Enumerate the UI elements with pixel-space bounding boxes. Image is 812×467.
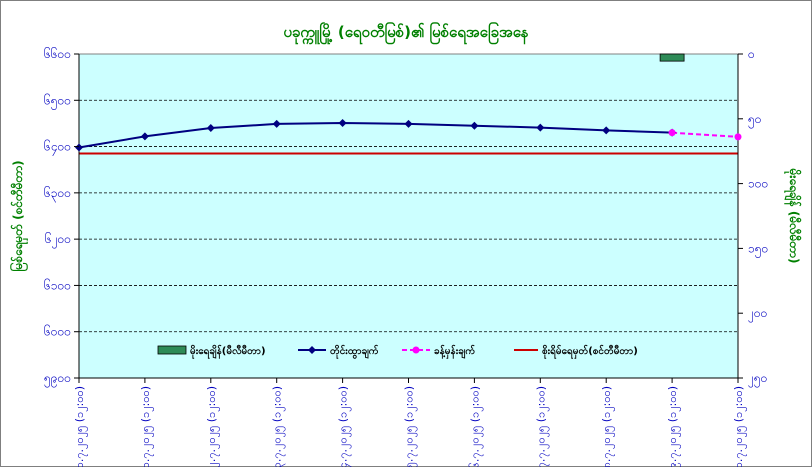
- legend-label: တိုင်းထွာချက်: [330, 344, 379, 360]
- rainfall-bar: [659, 53, 685, 62]
- category-tick-label: ၁၂.၇.၂၀၂၅ (၁၂:၀၀): [205, 386, 220, 467]
- legend-label: စိုးရိမ်ရေမှတ်(စင်တီမီတာ): [542, 344, 638, 360]
- observed-point: [272, 119, 281, 128]
- series-lines: [78, 54, 739, 379]
- category-tick-label: ၁၈.၇.၂၀၂၅ (၁၂:၀၀): [600, 386, 615, 467]
- left-tick-label: ၅၉၀၀: [44, 371, 71, 388]
- forecast-point: [734, 133, 742, 141]
- category-tick-label: ၁၅.၇.၂၀၂၅ (၁၂:၀၀): [403, 386, 418, 467]
- left-tick-label: ၆၆၀၀: [44, 46, 71, 61]
- observed-point: [338, 118, 347, 127]
- legend-marker-circle: [412, 346, 420, 354]
- observed-line: [78, 121, 673, 149]
- chart-title: ပခုက္ကူမြို့ (ရေဝတီမြစ်)၏ မြစ်ရေအခြေအနေ: [283, 21, 529, 45]
- observed-point: [602, 126, 611, 135]
- category-tick-label: ၁၁.၇.၂၀၂၅ (၁၂:၀၀): [139, 386, 154, 467]
- right-tick-label: ၁၅၀: [748, 241, 768, 258]
- category-tick-label: ၁၀.၇.၂၀၂၅ (၁၂:၀၀): [73, 386, 88, 467]
- legend-label: ခန့်မှန်းချက်: [434, 344, 475, 360]
- right-tick-label: ၀: [748, 47, 755, 61]
- left-axis-title: မြစ်ရေမှတ် (စင်တီမီတာ): [8, 160, 29, 271]
- chart-legend: မိုးရေချိန်(မီလီမီတာ) တိုင်းထွာချက် ခန့်မှ…: [157, 344, 638, 360]
- category-tick-label: ၁၆.၇.၂၀၂၅ (၁၂:၀၀): [468, 386, 483, 467]
- left-tick-label: ၆၂၀၀: [45, 231, 71, 249]
- observed-point: [404, 119, 413, 128]
- legend-marker-diamond: [308, 346, 316, 354]
- category-tick-label: ၁၉.၇.၂၀၂၅ (၁၂:၀၀): [666, 386, 681, 467]
- legend-swatch-rainfall: [157, 345, 187, 355]
- right-tick-label: ၂၅၀: [748, 371, 767, 388]
- legend-label: မိုးရေချိန်(မီလီမီတာ): [190, 344, 266, 360]
- left-tick-label: ၆၀၀၀: [44, 324, 71, 339]
- series-markers: [75, 118, 742, 152]
- right-tick-label: ၁၀၀: [748, 177, 768, 191]
- left-tick-label: ၆၄၀၀: [44, 139, 71, 157]
- category-tick-label: ၁၃.၇.၂၀၂၅ (၁၂:၀၀): [271, 386, 286, 467]
- category-tick-label: ၁၇.၇.၂၀၂၅ (၁၂:၀၀): [534, 386, 549, 467]
- category-axis-ticks: ၁၀.၇.၂၀၂၅ (၁၂:၀၀) ၁၁.၇.၂၀၂၅ (၁၂:၀၀) ၁၂.၇.၂…: [73, 378, 747, 467]
- right-axis-title: မိုးရေချိန် (မီလီမီတာ): [783, 168, 803, 264]
- observed-point: [75, 143, 83, 152]
- observed-point: [206, 124, 215, 133]
- right-tick-label: ၅၀: [748, 112, 762, 129]
- category-tick-label: ၂၀.၇.၂၀၂၅ (၁၂:၀၀): [732, 386, 747, 467]
- forecast-line: [672, 131, 739, 138]
- left-axis-ticks: ၅၉၀၀ ၆၀၀၀ ၆၁၀၀ ၆၂၀၀ ၆၃၀၀ ၆၄၀၀ ၆၅၀၀ ၆၆၀၀: [44, 46, 79, 388]
- right-tick-label: ၂၀၀: [748, 306, 767, 323]
- observed-point: [470, 121, 479, 130]
- left-tick-label: ၆၅၀၀: [44, 92, 71, 110]
- rainfall-bars: [659, 53, 685, 62]
- forecast-point: [668, 129, 676, 137]
- left-tick-label: ၆၃၀၀: [44, 185, 71, 203]
- observed-point: [140, 132, 149, 141]
- observed-point: [536, 123, 545, 132]
- left-tick-label: ၆၁၀၀: [44, 277, 71, 292]
- plot-area: [78, 53, 739, 379]
- category-tick-label: ၁၄.၇.၂၀၂၅ (၁၂:၀၀): [337, 386, 352, 467]
